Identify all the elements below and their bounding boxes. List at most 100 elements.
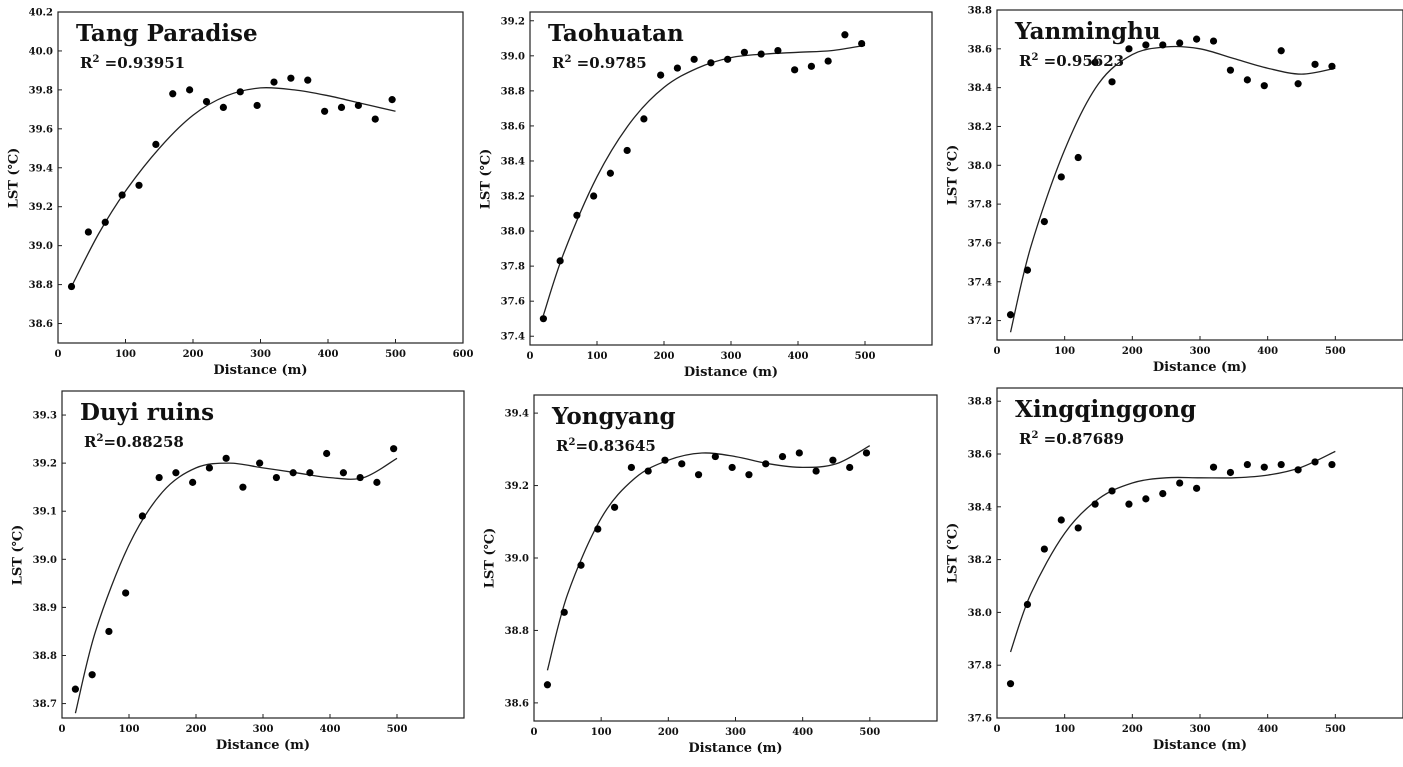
data-point [1209,463,1218,471]
data-point [186,86,194,94]
y-tick: 38.2 [968,122,1001,133]
y-axis-label: LST (℃) [478,148,494,209]
x-tick-label: 500 [1325,346,1346,357]
y-tick: 37.8 [968,200,1001,211]
r-squared-annotation: R2 =0.87689 [1019,430,1124,448]
data-point [1294,80,1302,88]
x-axis-label: Distance (m) [1152,360,1248,375]
fit-curve [74,457,398,714]
data-point [67,282,76,291]
x-tick: 300 [250,339,271,360]
y-tick: 37.4 [501,332,534,343]
x-tick: 500 [385,339,406,360]
y-axis-label: LST (℃) [10,524,26,585]
r2-label: R [556,437,569,455]
x-tick: 100 [119,714,140,735]
data-point [661,456,669,464]
data-point [105,627,113,636]
data-point [373,478,381,486]
data-point [256,459,264,467]
y-tick: 38.4 [968,83,1001,94]
x-axis-label: Distance (m) [683,365,779,380]
y-tick-label: 37.4 [501,332,525,343]
y-tick-label: 39.2 [29,202,53,213]
x-tick: 0 [531,717,538,738]
x-axis-label: Distance (m) [688,741,783,756]
data-point [673,64,681,72]
data-point [1328,460,1336,469]
x-tick-label: 100 [119,724,140,735]
data-point [1040,217,1048,226]
data-point [287,74,295,82]
x-tick-label: 0 [994,346,1001,357]
y-tick-label: 38.4 [501,156,525,167]
data-point [169,90,177,98]
chart-panel-taohuatan: 0 100 200 300 400 500 37.4 37.6 37.8 38.0 38.2 38.4… [470,4,942,385]
x-tick-label: 500 [855,351,876,362]
y-tick: 38.9 [33,603,66,614]
x-axis-label: Distance (m) [1152,738,1248,753]
data-point [644,467,652,475]
data-point [152,140,160,148]
data-point [711,452,719,461]
y-tick: 39.3 [33,411,66,422]
data-point [1294,466,1302,474]
y-tick-label: 38.0 [501,227,525,238]
x-tick: 200 [186,714,207,735]
x-tick-label: 500 [385,349,406,360]
data-point [657,71,665,79]
y-tick-label: 38.7 [33,699,57,710]
y-tick: 39.0 [33,555,66,566]
x-tick-label: 300 [725,727,746,738]
data-point [289,469,297,477]
data-point [740,48,748,56]
data-point [222,454,230,462]
x-tick: 0 [994,714,1001,735]
y-tick-label: 37.4 [968,277,992,288]
data-point [304,76,312,84]
x-tick: 0 [994,336,1001,357]
x-axis-label: Distance (m) [215,738,311,753]
data-point [623,146,631,155]
x-tick: 400 [320,714,340,735]
y-tick-label: 37.8 [968,661,992,672]
x-tick: 300 [725,717,746,738]
data-point [1074,524,1082,532]
x-tick-label: 100 [115,349,136,360]
y-tick: 39.4 [29,163,62,174]
x-tick-label: 400 [788,351,809,362]
x-tick: 500 [1325,714,1346,735]
x-tick: 400 [792,717,813,738]
data-point [1176,479,1184,487]
chart-svg: 0 100 200 300 400 500 600 38.6 38.8 39.0 39.2 39.4 3… [29,8,474,361]
y-tick: 38.8 [501,86,534,97]
x-tick-label: 200 [186,724,207,735]
chart-title-yongyang: Yongyang [552,403,676,430]
y-tick-label: 39.6 [29,124,53,135]
data-point [1243,460,1251,469]
chart-title-xingqinggong: Xingqinggong [1015,396,1197,423]
data-point [1277,47,1285,55]
data-point [1226,66,1235,74]
x-tick-label: 300 [250,349,271,360]
y-tick: 38.2 [968,555,1001,566]
x-tick-label: 500 [1325,724,1346,735]
x-tick: 400 [788,341,809,362]
x-tick-label: 500 [387,724,408,735]
r2-label: R [1019,52,1032,70]
r2-value: =0.88258 [103,433,184,451]
y-tick: 37.4 [968,277,1001,288]
fit-curve [1009,450,1336,653]
chart-svg: 0 100 200 300 400 500 37.6 37.8 38.0 38.2 38.4 38.6… [968,387,1403,735]
x-tick-label: 300 [1190,346,1211,357]
data-point [1091,58,1099,67]
data-point [1142,41,1150,49]
data-point [388,96,396,104]
x-tick-label: 200 [1122,346,1143,357]
data-point [573,211,581,219]
data-point [1193,484,1201,492]
y-tick: 39.4 [505,409,538,420]
x-tick: 0 [55,339,62,360]
data-point [1328,62,1336,70]
y-tick: 40.0 [29,46,62,57]
